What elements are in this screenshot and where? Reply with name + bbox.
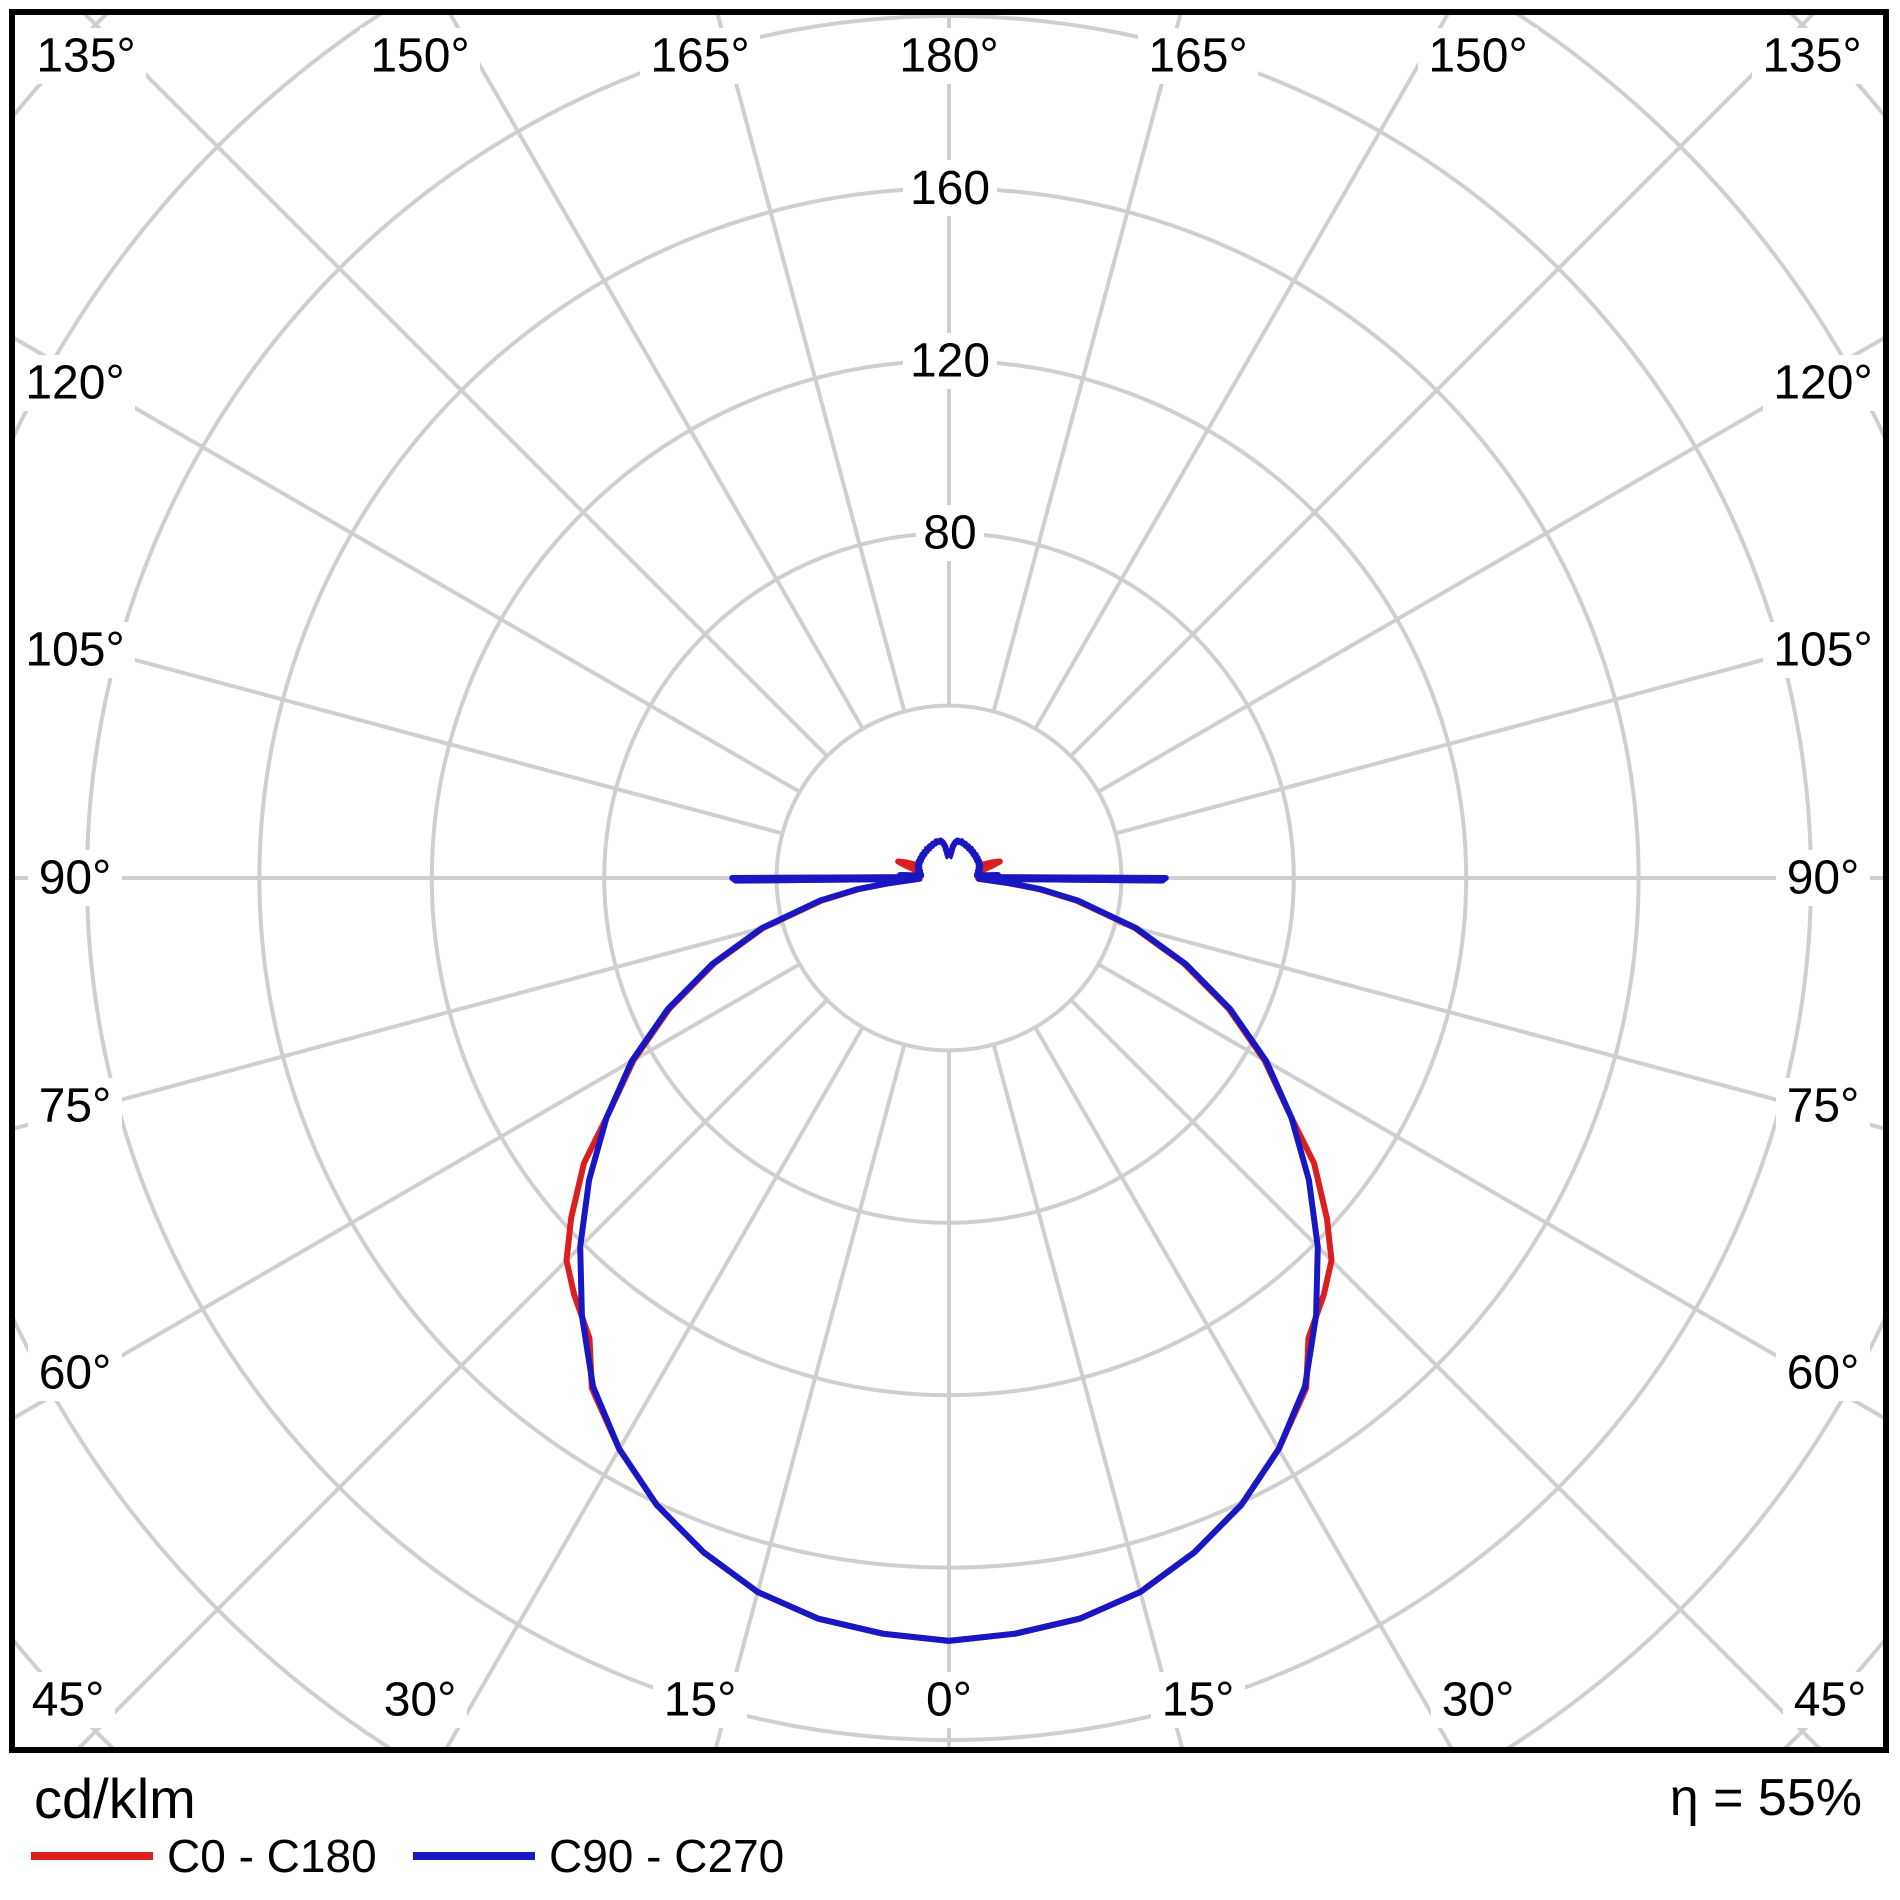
angle-label-top-165°: 165° <box>650 30 749 83</box>
ring-label-80: 80 <box>923 507 976 560</box>
spoke-150 <box>1033 15 1450 730</box>
plot-border <box>9 9 1889 1753</box>
legend-line-red <box>31 1852 153 1860</box>
angle-label-left-75°: 75° <box>39 1080 112 1133</box>
angle-label-right-120°: 120° <box>1773 357 1872 410</box>
angle-label-top-180°: 180° <box>899 30 998 83</box>
angle-label-top-150°: 150° <box>1428 30 1527 83</box>
spoke-120 <box>1097 336 1883 794</box>
spoke-30 <box>1033 1026 1454 1747</box>
curves <box>563 837 1335 1644</box>
axis-labels: 80 120 160 135° 150° 165° 180° 165° 150° 135° 45° 3… <box>15 28 1883 1728</box>
legend-label-c90-c270: C90 - C270 <box>549 1830 785 1882</box>
angle-label-top-135°: 135° <box>36 30 135 83</box>
angle-label-bottom-0°: 0° <box>926 1674 972 1727</box>
spoke-315 <box>77 998 829 1747</box>
angle-label-bottom-30°: 30° <box>384 1674 457 1727</box>
angle-label-bottom-45°: 45° <box>1794 1674 1867 1727</box>
spoke-345 <box>714 1043 907 1747</box>
spoke-210 <box>448 15 865 730</box>
spoke-285 <box>15 920 784 1131</box>
angle-label-left-105°: 105° <box>25 624 124 677</box>
units-label: cd/klm <box>34 1767 196 1830</box>
angle-label-top-165°: 165° <box>1148 30 1247 83</box>
angle-label-right-105°: 105° <box>1773 624 1872 677</box>
angle-label-bottom-15°: 15° <box>664 1674 737 1727</box>
ring-label-120: 120 <box>910 334 990 387</box>
spoke-195 <box>715 15 907 713</box>
spoke-300 <box>15 962 801 1420</box>
angle-label-right-75°: 75° <box>1787 1080 1860 1133</box>
angle-label-right-60°: 60° <box>1787 1347 1860 1400</box>
spoke-135 <box>1069 15 1815 758</box>
legend: C0 - C180 C90 - C270 <box>0 1828 1900 1888</box>
angle-label-left-120°: 120° <box>25 357 124 410</box>
spoke-60 <box>1097 962 1883 1420</box>
legend-label-c0-c180: C0 - C180 <box>167 1830 377 1882</box>
angle-label-bottom-45°: 45° <box>32 1674 105 1727</box>
spoke-225 <box>83 15 829 758</box>
spoke-330 <box>444 1026 865 1747</box>
legend-line-blue <box>413 1852 535 1860</box>
spoke-45 <box>1069 998 1821 1747</box>
angle-label-left-60°: 60° <box>39 1347 112 1400</box>
angle-label-right-90°: 90° <box>1787 852 1860 905</box>
spoke-165 <box>991 15 1183 713</box>
angle-label-top-135°: 135° <box>1762 30 1861 83</box>
angle-label-bottom-15°: 15° <box>1162 1674 1235 1727</box>
ring-label-160: 160 <box>910 162 990 215</box>
spoke-105 <box>1114 625 1883 836</box>
angle-label-top-150°: 150° <box>370 30 469 83</box>
legend-item-c0-c180: C0 - C180 <box>31 1828 377 1884</box>
efficiency-label: η = 55% <box>1669 1769 1862 1827</box>
angle-label-left-90°: 90° <box>39 852 112 905</box>
spoke-255 <box>15 625 784 836</box>
spoke-15 <box>991 1043 1184 1747</box>
spoke-240 <box>15 336 801 794</box>
curve-C90-C270 <box>577 837 1321 1644</box>
angle-label-bottom-30°: 30° <box>1442 1674 1515 1727</box>
legend-item-c90-c270: C90 - C270 <box>413 1828 784 1884</box>
spoke-75 <box>1114 920 1883 1131</box>
